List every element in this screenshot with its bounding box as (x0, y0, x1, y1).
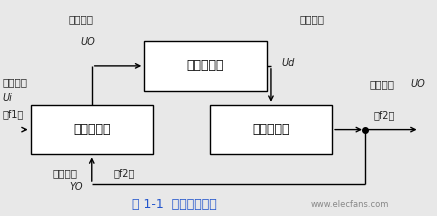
Text: （f2）: （f2） (374, 110, 395, 120)
Text: （f1）: （f1） (2, 110, 24, 119)
Text: www.elecfans.com: www.elecfans.com (310, 200, 389, 209)
Text: Ud: Ud (282, 58, 295, 68)
Bar (144, 41, 267, 91)
Bar (31, 105, 153, 154)
Text: UO: UO (80, 37, 95, 47)
Text: 压控振荡器: 压控振荡器 (252, 123, 290, 136)
Text: UO: UO (411, 79, 426, 89)
Text: （f2）: （f2） (114, 168, 135, 178)
Text: YO: YO (70, 182, 83, 192)
Bar (210, 105, 332, 154)
Text: 相位比较器: 相位比较器 (73, 123, 111, 136)
Text: 输出信号: 输出信号 (369, 79, 394, 89)
Text: 低通滤波器: 低通滤波器 (187, 59, 224, 72)
Text: 输入信号: 输入信号 (2, 77, 27, 87)
Text: 误差电压: 误差电压 (68, 14, 94, 24)
Text: Ui: Ui (2, 93, 12, 103)
Text: 控制电压: 控制电压 (300, 14, 325, 24)
Text: 图 1-1  锁相环结构图: 图 1-1 锁相环结构图 (132, 198, 217, 211)
Text: 比较信号: 比较信号 (52, 168, 77, 178)
